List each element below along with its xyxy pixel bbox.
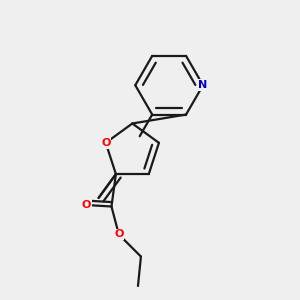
Text: O: O xyxy=(114,230,124,239)
Text: O: O xyxy=(101,138,110,148)
Text: N: N xyxy=(198,80,208,90)
Text: O: O xyxy=(82,200,91,210)
